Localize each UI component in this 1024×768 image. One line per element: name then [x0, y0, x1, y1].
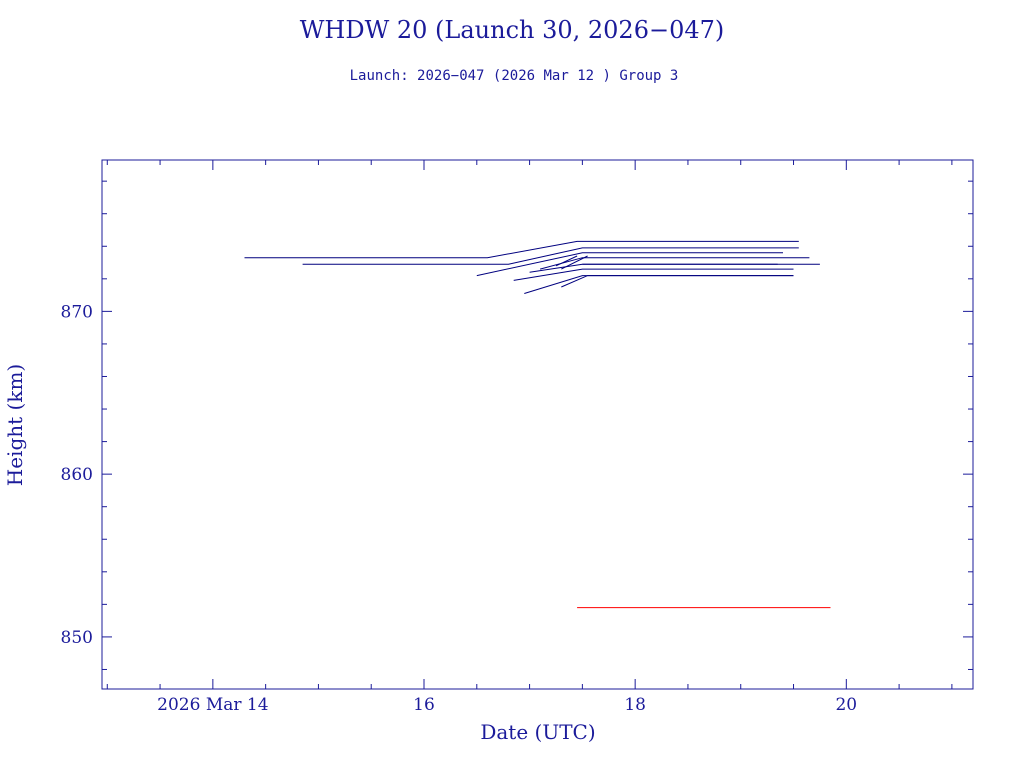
- series-line-7: [513, 268, 794, 281]
- x-axis-label: Date (UTC): [480, 720, 595, 744]
- series-line-3: [476, 252, 783, 277]
- series-line-2: [302, 247, 799, 265]
- minor-ticks: [102, 160, 973, 689]
- chart-subtitle: Launch: 2026−047 (2026 Mar 12 ) Group 3: [350, 68, 679, 84]
- y-tick-label: 850: [61, 628, 93, 648]
- x-tick-label: 20: [835, 695, 857, 715]
- x-tick-label: 16: [413, 695, 435, 715]
- y-tick-label: 860: [61, 465, 93, 485]
- series-line-9: [524, 275, 794, 294]
- series-line-11: [555, 255, 578, 267]
- x-tick-label: 2026 Mar 14: [157, 695, 268, 715]
- series-line-8: [561, 275, 794, 288]
- major-ticks: [102, 160, 973, 689]
- series-layer: [244, 240, 831, 609]
- chart-title: WHDW 20 (Launch 30, 2026−047): [300, 16, 725, 44]
- tick-labels: 2026 Mar 14 16 18 20 850 860 870: [61, 302, 858, 715]
- x-tick-label: 18: [624, 695, 646, 715]
- series-line-4: [539, 257, 810, 270]
- series-line-6: [529, 263, 778, 273]
- y-axis-label: Height (km): [3, 364, 27, 486]
- y-tick-label: 870: [61, 302, 93, 322]
- plot-frame: [101, 159, 974, 690]
- series-line-10: [561, 255, 588, 270]
- series-line-1: [244, 240, 799, 259]
